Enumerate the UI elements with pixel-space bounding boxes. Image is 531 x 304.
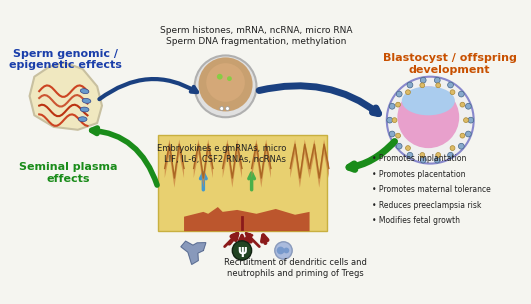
Circle shape <box>220 107 224 110</box>
Circle shape <box>396 143 402 149</box>
Circle shape <box>466 131 471 137</box>
Circle shape <box>460 102 465 107</box>
Polygon shape <box>181 241 206 264</box>
Ellipse shape <box>82 98 91 103</box>
Ellipse shape <box>80 107 89 112</box>
Text: • Modifies fetal growth: • Modifies fetal growth <box>372 216 460 225</box>
Circle shape <box>226 107 229 110</box>
Circle shape <box>389 103 395 109</box>
Circle shape <box>460 133 465 138</box>
Circle shape <box>436 153 441 157</box>
Circle shape <box>277 247 285 254</box>
Ellipse shape <box>80 89 89 94</box>
Circle shape <box>275 242 292 259</box>
Ellipse shape <box>78 117 87 122</box>
Text: ψ: ψ <box>237 244 247 257</box>
Circle shape <box>396 102 400 107</box>
Text: • Promotes implantation: • Promotes implantation <box>372 154 467 163</box>
Circle shape <box>434 157 440 163</box>
Circle shape <box>406 146 410 150</box>
Circle shape <box>396 133 400 138</box>
Text: • Promotes placentation: • Promotes placentation <box>372 170 466 179</box>
Circle shape <box>232 241 252 260</box>
Text: Blastocyst / offspring
development: Blastocyst / offspring development <box>383 53 517 75</box>
Circle shape <box>420 83 425 88</box>
Circle shape <box>392 118 397 123</box>
Ellipse shape <box>402 86 455 115</box>
Circle shape <box>464 118 468 123</box>
Text: • Promotes maternal tolerance: • Promotes maternal tolerance <box>372 185 491 194</box>
Text: Seminal plasma
effects: Seminal plasma effects <box>19 162 117 184</box>
Circle shape <box>421 77 426 83</box>
Circle shape <box>407 82 413 88</box>
Circle shape <box>195 55 256 117</box>
Text: mRNAs, micro
RNAs, ncRNAs: mRNAs, micro RNAs, ncRNAs <box>226 144 286 164</box>
Text: Embryokines e.g.
LIF, IL-6, CSF2: Embryokines e.g. LIF, IL-6, CSF2 <box>157 144 230 164</box>
Text: • Reduces preeclampsia risk: • Reduces preeclampsia risk <box>372 201 482 209</box>
Circle shape <box>397 86 459 148</box>
Circle shape <box>448 152 453 158</box>
Circle shape <box>468 117 474 123</box>
Circle shape <box>466 103 471 109</box>
Circle shape <box>407 152 413 158</box>
Text: Recruitment of dendritic cells and
neutrophils and priming of Tregs: Recruitment of dendritic cells and neutr… <box>224 258 366 278</box>
Circle shape <box>420 153 425 157</box>
Circle shape <box>450 146 455 150</box>
FancyBboxPatch shape <box>158 135 327 231</box>
Circle shape <box>217 74 222 80</box>
Circle shape <box>396 91 402 97</box>
Circle shape <box>406 90 410 95</box>
Circle shape <box>387 77 474 164</box>
Circle shape <box>450 90 455 95</box>
Circle shape <box>458 91 464 97</box>
Circle shape <box>227 76 232 81</box>
Circle shape <box>387 117 392 123</box>
Text: Sperm genomic /
epigenetic effects: Sperm genomic / epigenetic effects <box>9 49 122 70</box>
Circle shape <box>458 143 464 149</box>
Circle shape <box>206 63 245 102</box>
Circle shape <box>448 82 453 88</box>
Circle shape <box>284 247 289 253</box>
Circle shape <box>436 83 441 88</box>
Circle shape <box>421 157 426 163</box>
Polygon shape <box>30 62 102 130</box>
Circle shape <box>389 131 395 137</box>
Circle shape <box>434 77 440 83</box>
Circle shape <box>199 57 253 112</box>
Text: Sperm histones, mRNA, ncRNA, micro RNA
Sperm DNA fragmentation, methylation: Sperm histones, mRNA, ncRNA, micro RNA S… <box>160 26 353 46</box>
